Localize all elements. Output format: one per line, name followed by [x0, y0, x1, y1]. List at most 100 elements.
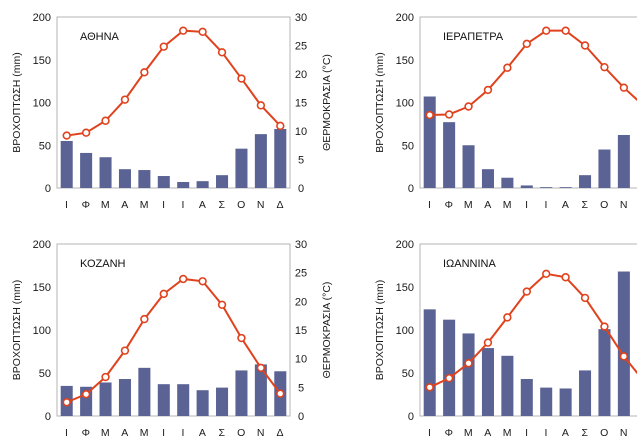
temperature-point [237, 333, 246, 343]
rainfall-bar [274, 129, 287, 188]
temperature-point [62, 131, 71, 140]
month-label: Σ [582, 199, 589, 211]
temperature-point [425, 110, 434, 120]
temperature-point [580, 293, 590, 303]
temperature-point [444, 373, 454, 383]
temperature-point [503, 63, 512, 72]
y-tick-label: 50 [39, 140, 51, 152]
y2-tick-label: 10 [295, 354, 307, 366]
month-label: Μ [503, 427, 512, 439]
rainfall-bar [235, 370, 248, 416]
temperature-point [101, 372, 110, 382]
rainfall-bar [598, 149, 611, 188]
temperature-point [561, 273, 570, 282]
rainfall-bar [99, 382, 112, 416]
month-label: Φ [445, 427, 454, 439]
temperature-point [464, 359, 473, 368]
rainfall-bar [118, 379, 131, 416]
month-label: Ο [237, 199, 246, 211]
y2-tick-label: 25 [295, 41, 307, 53]
temperature-point [542, 269, 551, 279]
y2-tick-label: 0 [298, 183, 304, 195]
month-label: Μ [101, 427, 110, 439]
y2-tick-label: 5 [298, 382, 304, 394]
station-name: ΙΕΡΑΠΕΤΡΑ [443, 31, 504, 43]
station-name: ΑΘΗΝΑ [80, 31, 120, 43]
temperature-point [256, 363, 266, 373]
rainfall-bar [157, 176, 170, 188]
month-label: Α [562, 199, 570, 211]
month-label: Ι [428, 427, 431, 439]
temperature-point [179, 274, 188, 284]
rainfall-bar [617, 271, 630, 416]
temperature-point [81, 390, 91, 399]
month-label: Μ [140, 199, 149, 211]
temperature-point [120, 346, 130, 355]
station-name: ΚΟΖΑΝΗ [80, 258, 126, 270]
y-tick-label: 0 [45, 183, 51, 195]
month-label: Ι [525, 199, 528, 211]
chart-panel-3: 0 50 100 150 200 0 5 10 15 20 25 30 ΒΡΟΧΟΠΤΩΣΗ (mm) Θ… [11, 239, 333, 439]
month-label: Ν [620, 427, 628, 439]
y-tick-label: 100 [33, 98, 51, 110]
rainfall-bar [617, 134, 630, 188]
station-name: ΙΩΑΝΝΙΝΑ [443, 258, 497, 270]
month-label: Ι [428, 199, 431, 211]
y2-tick-label: 30 [295, 239, 307, 251]
temperature-point [561, 26, 570, 35]
temperature-point [140, 314, 149, 324]
y2-tick-label: 30 [295, 12, 307, 24]
chart-panel-1: 0 50 100 150 200 0 5 10 15 20 25 30 ΒΡΟΧΟΠΤΩΣΗ (mm) Θ… [11, 12, 333, 211]
y2-axis-title: ΘΕΡΜΟΚΡΑΣΙΑ (°C) [321, 282, 333, 379]
rainfall-bar [462, 145, 475, 188]
rainfall-bar [559, 388, 572, 416]
temperature-point [483, 85, 493, 95]
month-label: Μ [503, 199, 512, 211]
rainfall-bar [559, 187, 572, 188]
y-tick-label: 150 [396, 55, 414, 67]
rainfall-bar [540, 187, 553, 188]
y2-tick-label: 20 [295, 296, 307, 308]
rainfall-bar [579, 370, 592, 416]
rainfall-bar [540, 387, 553, 416]
month-label: Ι [181, 199, 184, 211]
temperature-point [256, 101, 266, 110]
rainfall-bar [177, 384, 190, 416]
rainfall-bar [423, 309, 436, 416]
temperature-point [81, 128, 91, 137]
temperature-point [522, 287, 531, 296]
rainfall-bar [481, 169, 494, 188]
month-label: Α [484, 199, 492, 211]
rainfall-bar [99, 157, 112, 188]
month-label: Α [199, 199, 207, 211]
temperature-point [619, 83, 629, 92]
month-label: Μ [464, 427, 473, 439]
month-label: Φ [445, 199, 454, 211]
y-tick-label: 150 [33, 55, 51, 67]
temperature-point [237, 74, 246, 83]
rainfall-bar [481, 348, 494, 416]
month-label: Μ [464, 199, 473, 211]
temperature-point [276, 121, 285, 131]
temperature-line [66, 277, 282, 404]
y-tick-label: 50 [402, 368, 414, 380]
y-tick-label: 100 [396, 325, 414, 337]
month-label: Ι [544, 427, 547, 439]
temperature-point [159, 289, 168, 299]
temperature-point [198, 27, 207, 37]
y-tick-label: 0 [45, 411, 51, 423]
y-tick-label: 100 [396, 98, 414, 110]
rainfall-bar [80, 152, 93, 188]
y2-tick-label: 5 [298, 155, 304, 167]
temperature-point [580, 41, 590, 50]
month-label: Α [484, 427, 492, 439]
rainfall-bar [196, 390, 209, 416]
rainfall-bar [520, 185, 533, 188]
month-label: Δ [277, 199, 285, 211]
rainfall-bar [235, 148, 248, 188]
month-label: Ι [162, 199, 165, 211]
temperature-point [217, 300, 227, 309]
y-axis-title: ΒΡΟΧΟΠΤΩΣΗ (mm) [11, 280, 23, 380]
month-label: Σ [219, 427, 226, 439]
